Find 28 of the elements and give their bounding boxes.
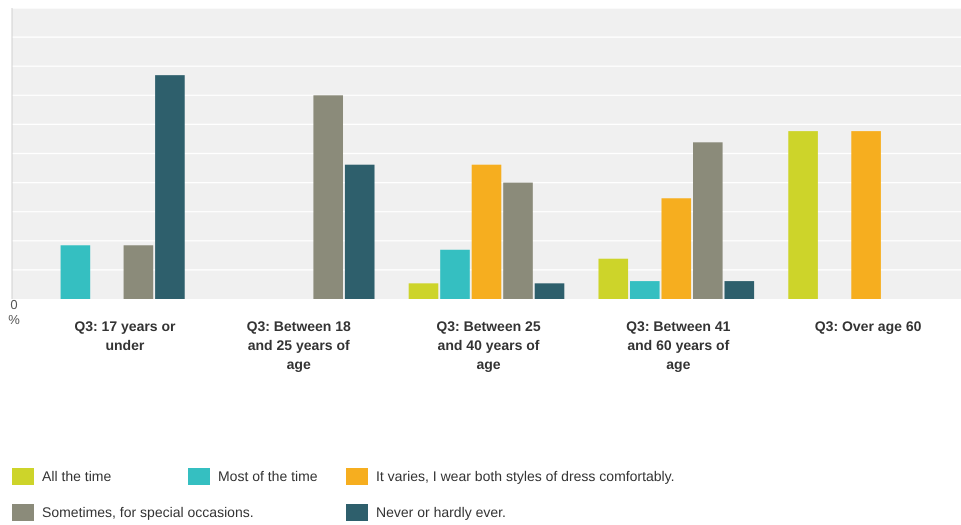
x-tick-label: Q3: Between 25 and 40 years of age: [436, 318, 541, 372]
bar: [344, 164, 375, 299]
legend-label: It varies, I wear both styles of dress comfortably.: [376, 468, 675, 484]
x-tick-label: Q3: Between 41 and 60 years of age: [626, 318, 731, 372]
bar: [788, 131, 818, 299]
x-tick-label: Q3: 17 years or under: [74, 318, 176, 353]
bar: [851, 131, 881, 299]
bar: [124, 245, 154, 299]
bar: [440, 250, 470, 299]
bar: [60, 245, 90, 299]
x-tick-label: Q3: Over age 60: [814, 318, 922, 334]
bar: [724, 281, 754, 299]
bar: [408, 283, 438, 299]
x-tick-label: Q3: Between 18 and 25 years of age: [246, 318, 352, 372]
bar: [693, 142, 723, 299]
bar: [598, 258, 628, 299]
legend-label: Never or hardly ever.: [376, 504, 506, 520]
bar: [630, 281, 660, 299]
bar: [155, 75, 185, 299]
legend-label: Most of the time: [218, 468, 318, 484]
bar: [503, 182, 533, 299]
bar: [534, 283, 564, 299]
bar: [472, 164, 502, 299]
annotation: 0 %: [8, 297, 20, 327]
legend-label: Sometimes, for special occasions.: [42, 504, 254, 520]
bar: [661, 198, 692, 299]
legend-label: All the time: [42, 468, 112, 484]
bar: [313, 95, 344, 299]
